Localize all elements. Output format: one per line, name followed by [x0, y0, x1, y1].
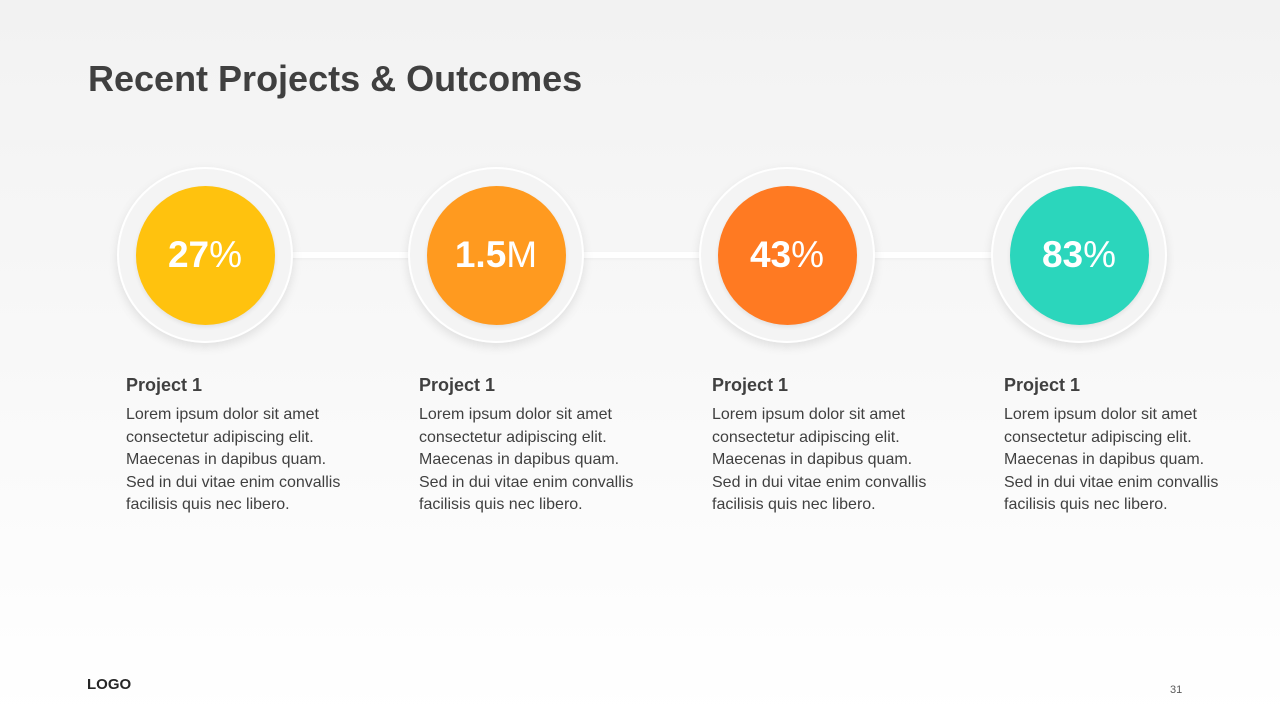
connector-line: [205, 252, 1080, 258]
metric-unit: %: [1083, 234, 1117, 275]
metric-value: 27: [167, 234, 210, 275]
metric-value: 1.5: [454, 234, 507, 275]
project-description: Lorem ipsum dolor sit amet consectetur a…: [126, 406, 341, 513]
metric-unit: %: [209, 234, 243, 275]
metric-value: 43: [749, 234, 792, 275]
metric-unit: %: [791, 234, 825, 275]
project-title: Project 1: [712, 375, 789, 395]
project-description: Lorem ipsum dolor sit amet consectetur a…: [419, 406, 634, 513]
project-description: Lorem ipsum dolor sit amet consectetur a…: [712, 406, 927, 513]
project-title: Project 1: [1004, 375, 1081, 395]
project-title: Project 1: [126, 375, 203, 395]
metric-unit: M: [506, 234, 538, 275]
logo: LOGO: [87, 676, 132, 693]
metric-circle-2: 1.5 M: [426, 185, 566, 325]
page-number: 31: [1170, 684, 1183, 696]
metric-circle-4: 83%: [1009, 185, 1149, 325]
project-block-4: Project 1 Lorem ipsum dolor sit amet con…: [1004, 373, 1234, 517]
metric-circle-1: 27%: [135, 185, 275, 325]
slide-title: Recent Projects & Outcomes: [88, 58, 583, 99]
project-block-2: Project 1 Lorem ipsum dolor sit amet con…: [419, 373, 649, 517]
project-block-3: Project 1 Lorem ipsum dolor sit amet con…: [712, 373, 942, 517]
metric-ring-3: 43%: [699, 167, 875, 343]
metric-ring-1: 27%: [117, 167, 293, 343]
metric-value: 83: [1041, 234, 1084, 275]
project-description: Lorem ipsum dolor sit amet consectetur a…: [1004, 406, 1219, 513]
metric-ring-2: 1.5 M: [408, 167, 584, 343]
project-title: Project 1: [419, 375, 496, 395]
metric-circle-3: 43%: [717, 185, 857, 325]
metric-ring-4: 83%: [991, 167, 1167, 343]
project-block-1: Project 1 Lorem ipsum dolor sit amet con…: [126, 373, 356, 517]
